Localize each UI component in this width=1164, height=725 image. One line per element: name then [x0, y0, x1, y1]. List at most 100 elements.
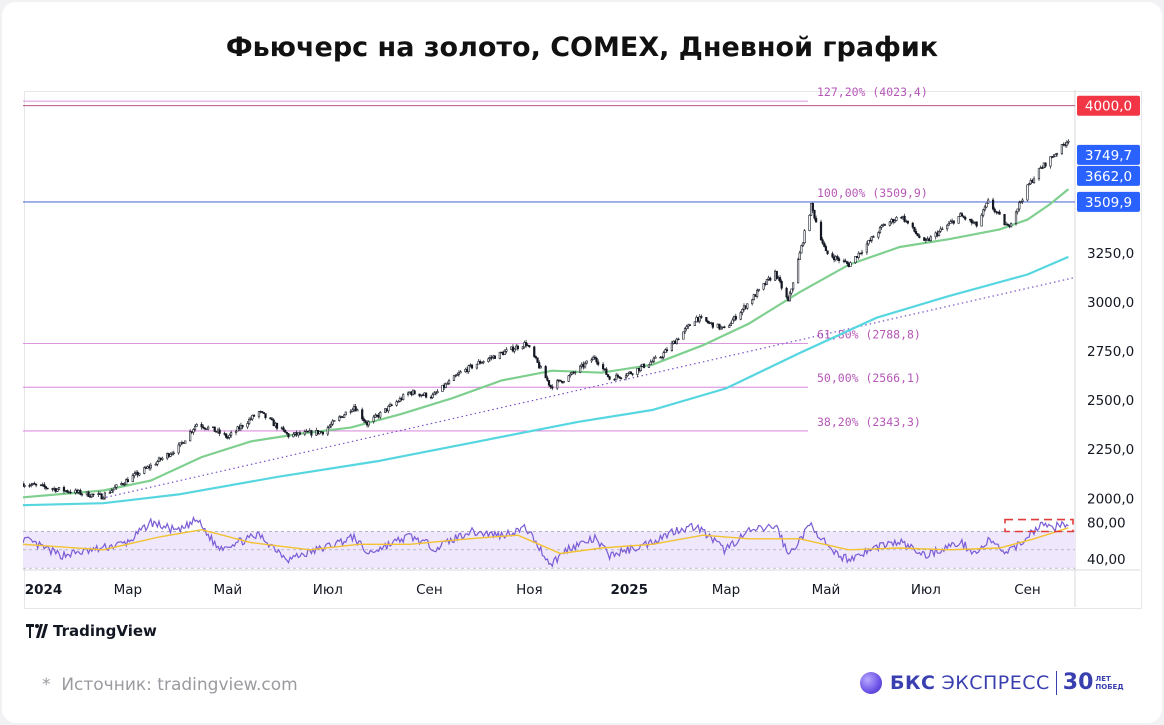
- candle-body: [665, 349, 669, 351]
- candle: [688, 323, 692, 326]
- candle-body: [285, 432, 288, 434]
- candle-body: [893, 220, 896, 223]
- candle: [780, 279, 783, 291]
- candle: [364, 419, 367, 424]
- candle: [551, 384, 554, 391]
- candle: [792, 281, 795, 292]
- price-label-text: 3749,7: [1085, 148, 1132, 164]
- candle-body: [800, 245, 803, 254]
- candle: [746, 303, 749, 310]
- price-label-text: 3509,9: [1085, 195, 1132, 211]
- candle: [878, 226, 882, 235]
- candle-body: [731, 319, 734, 324]
- candle-body: [269, 417, 272, 420]
- candle: [434, 390, 438, 396]
- candle: [44, 485, 48, 491]
- candle: [361, 407, 364, 421]
- candle-body: [434, 392, 438, 394]
- candle: [785, 286, 788, 299]
- candle-body: [895, 217, 898, 221]
- candle: [480, 361, 483, 364]
- candle: [929, 235, 932, 242]
- candle: [718, 323, 721, 331]
- candle: [498, 351, 501, 360]
- candle: [513, 347, 516, 354]
- candle-body: [397, 401, 400, 403]
- candle: [87, 490, 90, 498]
- candle: [425, 392, 428, 399]
- candle-body: [790, 288, 793, 294]
- candle-body: [207, 426, 210, 430]
- candle: [202, 424, 205, 430]
- fib-level-label: 127,20% (4023,4): [817, 85, 928, 99]
- candle-body: [975, 221, 978, 227]
- candle-body: [987, 199, 990, 204]
- candle: [179, 442, 182, 448]
- candle: [533, 345, 536, 358]
- candle-body: [270, 418, 274, 421]
- price-axis-label: 3662,0: [1077, 165, 1140, 186]
- candle: [521, 346, 524, 350]
- candle: [960, 211, 964, 217]
- candle: [615, 372, 618, 381]
- candle: [213, 426, 216, 432]
- candle: [329, 421, 333, 429]
- candle-body: [447, 380, 451, 384]
- candle-body: [482, 361, 485, 363]
- candle: [284, 429, 287, 433]
- candle-body: [379, 412, 382, 418]
- candle-body: [169, 454, 172, 457]
- brand-sub: ЭКСПРЕСС: [941, 671, 1050, 694]
- candle-body: [918, 235, 921, 238]
- candle: [914, 228, 918, 235]
- candle-body: [100, 493, 103, 500]
- candle: [924, 238, 927, 244]
- candle-body: [991, 199, 995, 210]
- time-tick-label: 2024: [25, 582, 63, 598]
- candle-body: [457, 372, 460, 375]
- candle: [528, 345, 531, 348]
- candle-body: [808, 214, 811, 231]
- candle: [184, 440, 187, 444]
- candle-body: [349, 411, 352, 413]
- candle: [711, 322, 714, 330]
- candle: [854, 256, 857, 264]
- candle: [169, 452, 172, 458]
- candle: [475, 363, 479, 370]
- candle-body: [406, 392, 410, 396]
- candle: [505, 347, 508, 354]
- candle: [1006, 222, 1009, 226]
- candle-body: [616, 374, 619, 377]
- candle-body: [929, 236, 932, 242]
- candle: [823, 241, 826, 248]
- candle-body: [326, 427, 329, 435]
- candle: [482, 360, 485, 365]
- candle: [798, 250, 801, 260]
- candle-body: [849, 262, 852, 267]
- candle-body: [1009, 223, 1013, 227]
- candle: [195, 423, 198, 427]
- candle-body: [161, 457, 164, 460]
- candle-body: [924, 239, 927, 241]
- candle-body: [877, 232, 880, 238]
- candle: [1016, 208, 1019, 215]
- candle: [298, 430, 302, 436]
- candle-body: [264, 413, 267, 419]
- candle: [867, 239, 870, 246]
- candle-body: [982, 209, 985, 216]
- candle: [642, 363, 646, 369]
- candle-body: [923, 237, 926, 241]
- brand-years-top: ЛЕТ: [1095, 674, 1111, 683]
- candle-body: [756, 290, 759, 297]
- candle-body: [203, 427, 206, 430]
- candle-body: [579, 365, 582, 373]
- source-note: * Источник: tradingview.com: [42, 675, 298, 695]
- candle: [980, 213, 983, 227]
- candle-body: [870, 236, 873, 241]
- candle-body: [538, 362, 541, 369]
- candle-body: [857, 252, 860, 258]
- candle-body: [785, 287, 788, 298]
- candle: [824, 244, 828, 252]
- candle: [226, 435, 229, 440]
- candle-body: [521, 346, 524, 350]
